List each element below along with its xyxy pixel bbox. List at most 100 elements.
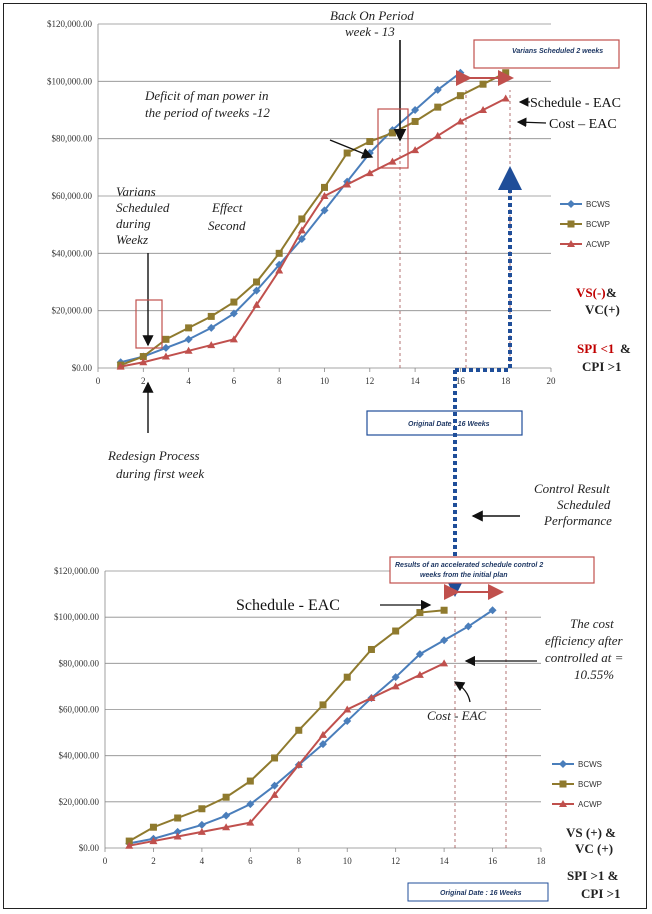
x-tick-label: 12 <box>365 376 374 386</box>
annotation-vc-plus-bottom: VC (+) <box>575 841 613 856</box>
data-point-bcws <box>320 206 329 215</box>
data-point-acwp <box>197 827 206 835</box>
data-point-acwp <box>367 693 376 701</box>
variance-highlight-box <box>135 299 163 349</box>
annotation-control-result-2: Scheduled <box>557 497 611 512</box>
x-tick-label: 6 <box>232 376 237 386</box>
annotation-variance-2: Scheduled <box>116 200 170 215</box>
arrow-cost-eac-top <box>516 117 547 128</box>
data-point-acwp <box>161 352 170 360</box>
data-point-acwp <box>149 837 158 845</box>
legend-label-acwp: ACWP <box>578 800 602 809</box>
data-point-bcwp <box>434 103 442 111</box>
data-point-bcwp <box>230 298 238 306</box>
y-tick-label: $0.00 <box>79 843 100 853</box>
data-point-acwp <box>139 358 148 366</box>
original-date-box-bottom <box>407 882 549 902</box>
y-tick-label: $120,000.00 <box>47 19 93 29</box>
x-tick-label: 18 <box>537 856 547 866</box>
data-point-bcws <box>411 106 420 114</box>
data-point-acwp <box>365 169 374 177</box>
annotation-vs-minus: VS(-) <box>576 285 606 300</box>
data-point-acwp <box>319 730 327 738</box>
annotation-redesign-2: during first week <box>116 466 204 481</box>
annotation-control-result-1: Control Result <box>534 481 610 496</box>
data-point-bcwp <box>388 129 396 137</box>
chart-bottom: $0.00 $20,000.00 $40,000.00 $60,000.00 $80,0… <box>54 566 602 866</box>
x-tick-label: 2 <box>141 376 146 386</box>
x-tick-label: 16 <box>456 376 466 386</box>
data-point-acwp <box>207 341 216 349</box>
data-point-bcws <box>391 673 400 682</box>
x-tick-label: 6 <box>248 856 253 866</box>
x-tick-label: 8 <box>277 376 282 386</box>
data-point-acwp <box>479 106 488 113</box>
data-point-bcwp <box>416 609 424 617</box>
data-point-bcws <box>297 235 306 243</box>
data-point-bcwp <box>271 754 279 762</box>
y-tick-label: $20,000.00 <box>52 306 93 316</box>
annotation-deficit-1: Deficit of man power in <box>144 88 269 103</box>
data-point-bcws <box>161 343 170 352</box>
annotation-schedule-eac-bottom: Schedule - EAC <box>236 597 340 614</box>
annotation-vs-plus: VS (+) & <box>566 825 616 840</box>
data-point-bcws <box>184 335 193 344</box>
data-point-bcws <box>270 781 279 790</box>
legend-label-acwp: ACWP <box>586 240 610 249</box>
data-point-bcwp <box>246 777 254 785</box>
chart-top: $0.00 $20,000.00 $40,000.00 $60,000.00 $80,0… <box>47 19 610 386</box>
data-point-bcwp <box>275 249 283 257</box>
data-point-acwp <box>440 659 449 667</box>
data-point-bcws <box>229 309 238 318</box>
legend-label-bcwp: BCWP <box>578 780 602 789</box>
x-tick-label: 2 <box>151 856 156 866</box>
annotation-deficit-2: the period of tweeks -12 <box>145 105 270 120</box>
data-point-bcwp <box>319 701 327 709</box>
data-point-bcwp <box>162 335 170 343</box>
data-point-bcws <box>415 650 424 659</box>
data-point-bcws <box>488 606 497 615</box>
y-tick-label: $80,000.00 <box>59 658 100 668</box>
series-line-bcwp <box>128 609 445 842</box>
annotation-cost-efficiency-1: The cost <box>570 616 614 631</box>
annotation-effect: Effect <box>211 200 243 215</box>
annotation-cpi-gt-bottom: CPI >1 <box>581 886 621 901</box>
data-point-bcwp <box>174 814 182 822</box>
legend-marker-acwp <box>559 800 567 807</box>
x-tick-label: 4 <box>186 376 191 386</box>
data-point-bcws <box>440 636 449 645</box>
data-point-acwp <box>501 94 510 102</box>
data-point-bcwp <box>392 627 400 635</box>
x-tick-label: 0 <box>96 376 101 386</box>
legend-marker-bcwp <box>559 780 567 788</box>
series-line-acwp <box>129 662 445 847</box>
data-point-bcwp <box>321 183 328 191</box>
data-point-acwp <box>343 705 352 713</box>
annotation-spi-gt: SPI >1 & <box>567 868 619 883</box>
x-tick-label: 18 <box>501 376 511 386</box>
results-box-text-2: weeks from the initial plan <box>420 572 508 579</box>
data-point-bcwp <box>411 117 419 125</box>
data-point-bcwp <box>502 69 510 77</box>
data-point-bcwp <box>185 324 193 332</box>
data-point-acwp <box>270 790 279 798</box>
data-point-bcwp <box>343 149 351 157</box>
y-tick-label: $100,000.00 <box>47 76 93 86</box>
legend-marker-bcws <box>559 760 567 768</box>
series-line-acwp <box>120 97 507 368</box>
data-point-bcwp <box>366 138 374 146</box>
x-tick-label: 10 <box>320 376 330 386</box>
data-point-acwp <box>229 335 238 343</box>
data-point-acwp <box>297 226 306 234</box>
data-point-acwp <box>411 146 420 154</box>
annotation-spi-lt: SPI <1 <box>577 341 614 356</box>
y-tick-label: $60,000.00 <box>52 191 93 201</box>
data-point-acwp <box>275 266 284 274</box>
y-tick-label: $0.00 <box>72 363 93 373</box>
data-point-bcws <box>246 800 255 809</box>
series-line-bcwp <box>120 71 507 367</box>
data-point-acwp <box>391 682 400 690</box>
deficit-highlight-box <box>377 108 409 169</box>
annotation-vc-plus: VC(+) <box>585 302 620 317</box>
data-point-acwp <box>125 841 134 849</box>
